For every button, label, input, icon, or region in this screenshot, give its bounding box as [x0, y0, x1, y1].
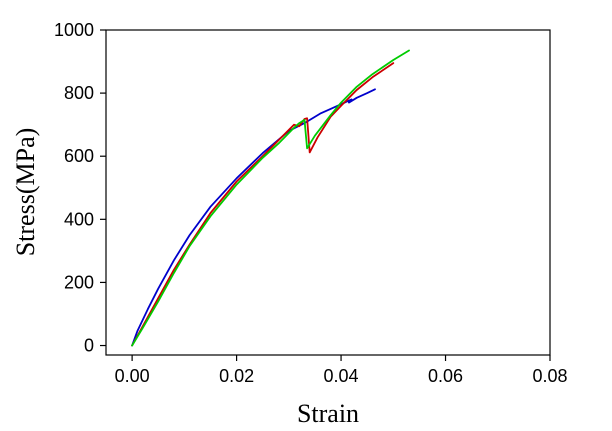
x-tick-label: 0.06 [428, 366, 463, 386]
x-tick-label: 0.00 [115, 366, 150, 386]
y-tick-label: 0 [84, 336, 94, 356]
series-line-2 [131, 62, 395, 347]
y-axis-ticks: 0 200 400 600 800 1000 [54, 20, 106, 356]
series-line-3 [131, 49, 410, 347]
plot-frame [105, 29, 551, 356]
y-tick-label: 800 [64, 83, 94, 103]
y-tick-label: 600 [64, 146, 94, 166]
x-tick-label: 0.04 [324, 366, 359, 386]
x-axis-ticks: 0.00 0.02 0.04 0.06 0.08 [115, 355, 568, 386]
y-tick-label: 200 [64, 272, 94, 292]
x-axis-title: Strain [297, 399, 359, 428]
y-tick-label: 1000 [54, 20, 94, 40]
x-tick-label: 0.08 [532, 366, 567, 386]
y-tick-label: 400 [64, 209, 94, 229]
y-axis-title: Stress(MPa) [11, 128, 40, 257]
x-tick-label: 0.02 [219, 366, 254, 386]
series-layer [131, 49, 410, 347]
series-line-1 [131, 88, 376, 347]
